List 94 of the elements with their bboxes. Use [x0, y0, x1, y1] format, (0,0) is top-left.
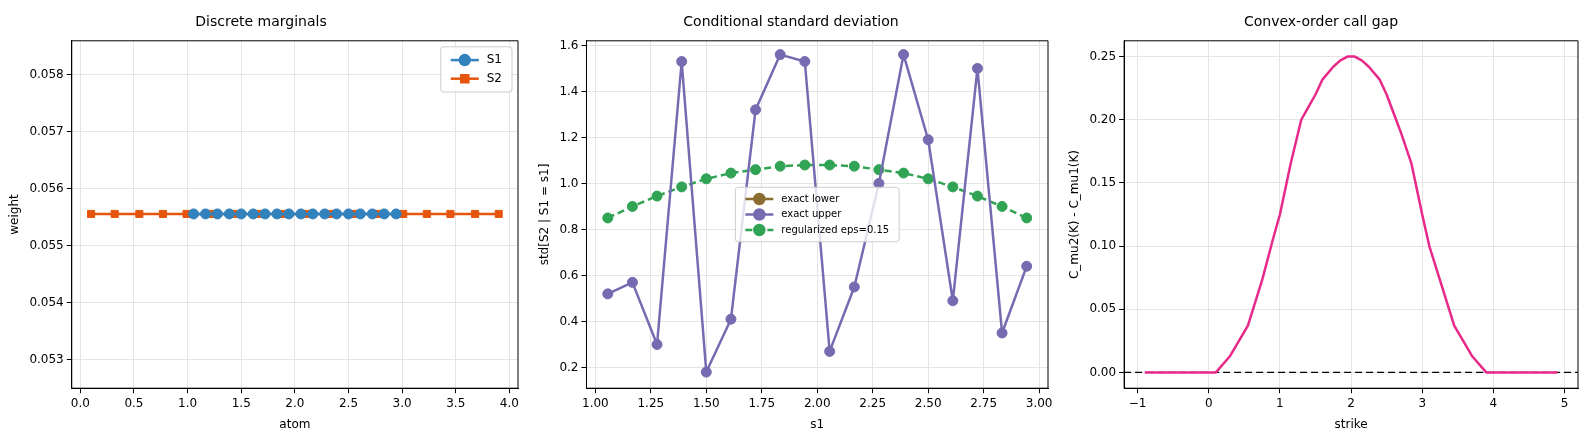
legend-label: exact upper [781, 208, 843, 220]
point [725, 313, 737, 325]
point [873, 177, 885, 189]
y-axis-title: C_mu2(K) - C_mu1(K) [1067, 149, 1082, 280]
point [898, 167, 910, 179]
x-tick-label: 2.25 [859, 395, 887, 410]
x-tick-label: 0 [1204, 395, 1213, 410]
x-tick-label: −1 [1128, 395, 1147, 410]
x-tick-label: 2 [1347, 395, 1355, 410]
y-tick-label: 0.8 [559, 221, 579, 236]
point [602, 212, 614, 224]
point [700, 366, 712, 378]
point [898, 49, 910, 61]
point [799, 56, 811, 68]
x-tick-label: 3.5 [446, 395, 466, 410]
x-tick-label: 5 [1560, 395, 1569, 410]
y-tick-label: 1.2 [559, 129, 579, 144]
y-axis-title: std[S2 | S1 = s1] [537, 163, 552, 266]
y-tick-label: 1.4 [559, 83, 579, 98]
x-tick-label: 1 [1276, 395, 1284, 410]
y-tick-label: 0.20 [1089, 111, 1117, 126]
point [996, 327, 1008, 339]
y-tick-label: 0.4 [559, 313, 579, 328]
point [947, 181, 959, 193]
y-tick-label: 0.15 [1089, 175, 1117, 190]
x-tick-label: 3 [1418, 395, 1427, 410]
x-axis-title: s1 [810, 416, 825, 431]
point [750, 104, 762, 116]
x-tick-label: 2.5 [338, 395, 359, 410]
x-tick-label: 4.0 [499, 395, 519, 410]
point [725, 167, 737, 179]
point [1021, 212, 1033, 224]
x-tick-label: 1.5 [231, 395, 251, 410]
chart-title: Conditional standard deviation [683, 13, 899, 30]
legend-label: regularized eps=0.15 [781, 223, 890, 235]
legend-label: S1 [486, 52, 503, 67]
point [774, 49, 786, 61]
x-tick-label: 4 [1489, 395, 1498, 410]
x-tick-label: 1.25 [637, 395, 665, 410]
y-tick-label: 0.054 [29, 294, 64, 309]
x-tick-label: 1.75 [748, 395, 776, 410]
x-tick-label: 2.75 [970, 395, 998, 410]
y-tick-label: 0.10 [1089, 238, 1117, 253]
point [700, 173, 712, 185]
point [676, 181, 688, 193]
y-tick-label: 0.058 [29, 67, 64, 82]
x-tick-label: 2.50 [914, 395, 942, 410]
point [651, 190, 663, 202]
y-tick-label: 0.055 [29, 237, 64, 252]
y-tick-label: 0.057 [29, 124, 64, 139]
point [848, 160, 860, 172]
point [602, 288, 614, 300]
point [824, 159, 836, 171]
x-axis-title: strike [1334, 416, 1368, 431]
y-tick-label: 0.056 [29, 181, 64, 195]
point [651, 338, 663, 350]
point [626, 276, 638, 288]
point [750, 164, 762, 176]
legend-label: exact lower [781, 192, 841, 204]
x-tick-label: 3.0 [392, 395, 412, 410]
y-tick-label: 0.053 [29, 351, 64, 366]
legend-label: S2 [486, 70, 503, 85]
point [848, 281, 860, 293]
point [922, 134, 934, 146]
point [922, 173, 934, 185]
x-tick-label: 0.5 [124, 395, 144, 410]
y-tick-label: 0.2 [559, 359, 579, 374]
point [996, 200, 1008, 212]
y-tick-label: 0.00 [1089, 364, 1117, 379]
y-tick-label: 1.0 [559, 175, 579, 190]
x-tick-label: 1.50 [692, 395, 720, 410]
x-tick-label: 0.0 [70, 395, 90, 410]
x-axis-title: atom [279, 416, 311, 431]
point [1021, 260, 1033, 272]
y-tick-label: 0.6 [559, 267, 579, 282]
point [971, 62, 983, 74]
point [947, 295, 959, 307]
x-tick-label: 1.00 [582, 395, 609, 410]
y-tick-label: 1.6 [559, 37, 579, 52]
x-tick-label: 1.0 [178, 395, 198, 410]
x-tick-label: 2.00 [803, 395, 831, 410]
point [676, 56, 688, 68]
y-axis-title: weight [7, 193, 22, 235]
point [774, 160, 786, 172]
point [824, 345, 836, 357]
y-tick-label: 0.25 [1089, 48, 1117, 63]
point [971, 190, 983, 202]
x-tick-label: 2.0 [285, 395, 305, 410]
y-tick-label: 0.05 [1089, 301, 1117, 316]
chart-title: Convex-order call gap [1243, 13, 1399, 30]
x-tick-label: 3.00 [1025, 395, 1053, 410]
chart-title: Discrete marginals [195, 13, 327, 30]
point [626, 200, 638, 212]
point [799, 159, 811, 171]
